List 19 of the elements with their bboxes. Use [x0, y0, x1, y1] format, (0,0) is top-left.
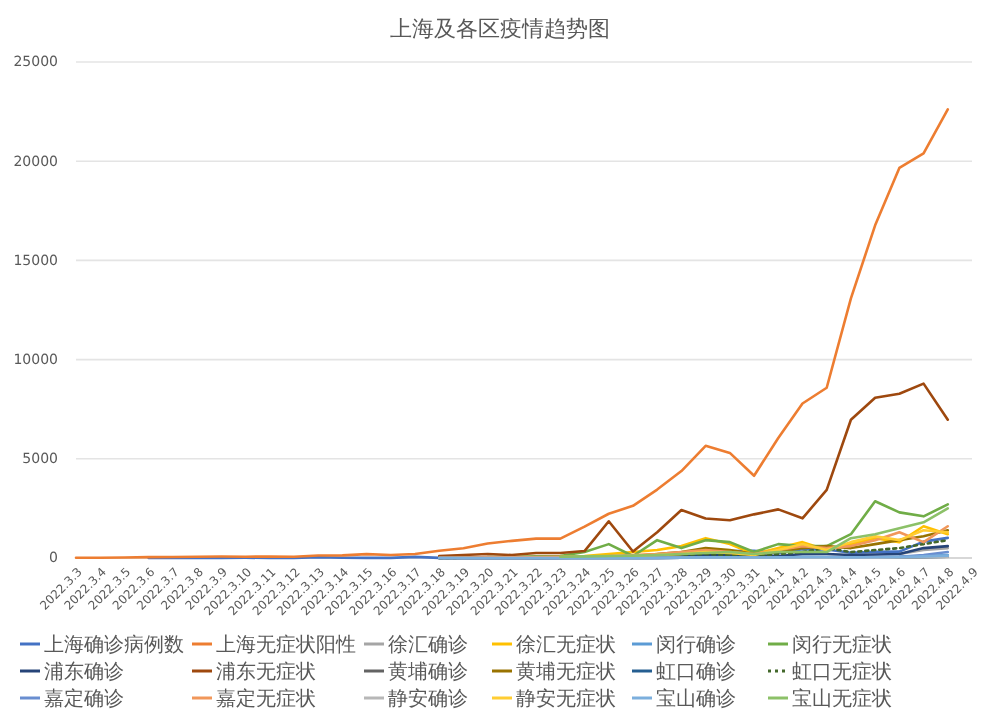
chart-title: 上海及各区疫情趋势图	[390, 16, 610, 42]
legend-label: 浦东确诊	[44, 660, 124, 684]
legend-label: 黄埔确诊	[388, 660, 468, 684]
legend-label: 静安无症状	[516, 687, 616, 711]
legend-label: 闵行无症状	[792, 633, 892, 657]
legend-label: 上海无症状阳性	[216, 633, 356, 657]
legend-label: 闵行确诊	[656, 633, 736, 657]
legend-label: 浦东无症状	[216, 660, 316, 684]
legend-label: 静安确诊	[388, 687, 468, 711]
legend-label: 徐汇无症状	[516, 633, 616, 657]
legend-label: 宝山确诊	[656, 687, 736, 711]
legend-label: 虹口无症状	[792, 660, 892, 684]
legend-label: 上海确诊病例数	[44, 633, 184, 657]
legend-label: 嘉定无症状	[216, 687, 316, 711]
legend-label: 嘉定确诊	[44, 687, 124, 711]
legend-label: 徐汇确诊	[388, 633, 468, 657]
legend-label: 黄埔无症状	[516, 660, 616, 684]
legend-label: 宝山无症状	[792, 687, 892, 711]
legend-label: 虹口确诊	[656, 660, 736, 684]
